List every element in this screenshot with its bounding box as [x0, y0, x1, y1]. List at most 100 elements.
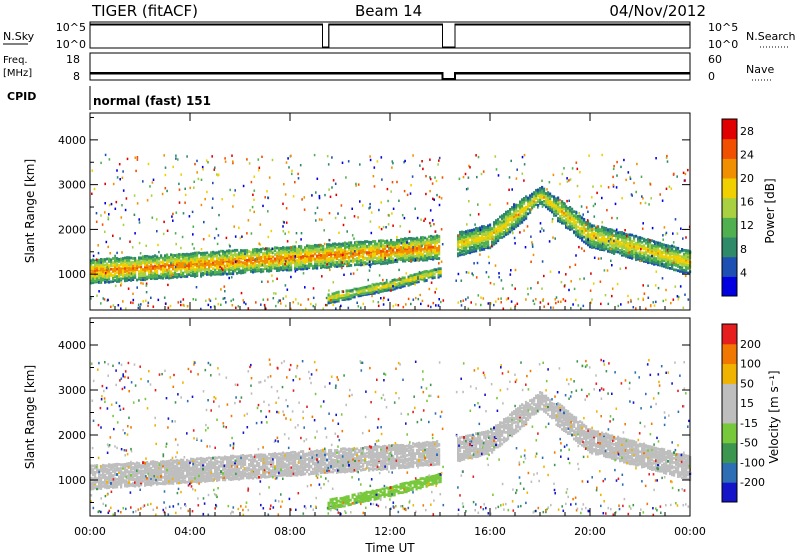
heatmap-cell: [148, 469, 151, 473]
heatmap-cell: [351, 207, 353, 210]
heatmap-cell: [156, 471, 159, 474]
heatmap-cell: [172, 470, 175, 473]
heatmap-cell: [344, 250, 347, 253]
heatmap-cell: [346, 242, 349, 246]
heatmap-cell: [213, 168, 216, 171]
heatmap-cell: [640, 175, 643, 178]
heatmap-cell: [316, 177, 319, 180]
heatmap-cell: [599, 240, 602, 244]
heatmap-cell: [258, 255, 261, 259]
heatmap-cell: [126, 470, 129, 474]
heatmap-cell: [96, 271, 99, 274]
heatmap-cell: [136, 264, 139, 268]
heatmap-cell: [481, 245, 484, 248]
heatmap-cell: [380, 262, 383, 266]
heatmap-cell: [176, 481, 179, 485]
heatmap-cell: [152, 471, 155, 474]
heatmap-cell: [568, 199, 570, 202]
heatmap-cell: [401, 214, 404, 217]
heatmap-cell: [415, 272, 418, 276]
heatmap-cell: [178, 263, 181, 266]
heatmap-cell: [136, 476, 139, 479]
heatmap-cell: [515, 206, 518, 210]
heatmap-cell: [555, 212, 558, 216]
heatmap-cell: [180, 255, 183, 259]
heatmap-cell: [330, 252, 333, 256]
heatmap-cell: [278, 251, 281, 254]
heatmap-cell: [144, 271, 147, 275]
heatmap-cell: [416, 252, 419, 256]
heatmap-cell: [119, 237, 121, 240]
heatmap-cell: [154, 470, 157, 474]
heatmap-cell: [290, 266, 293, 269]
heatmap-cell: [571, 222, 574, 226]
heatmap-cell: [383, 287, 386, 291]
heatmap-cell: [625, 178, 627, 182]
heatmap-cell: [304, 286, 306, 289]
heatmap-cell: [132, 270, 135, 274]
heatmap-cell: [386, 252, 389, 255]
heatmap-cell: [406, 252, 409, 255]
heatmap-cell: [507, 213, 510, 217]
heatmap-cell: [152, 305, 155, 308]
heatmap-cell: [304, 267, 307, 270]
heatmap-cell: [122, 463, 125, 466]
heatmap-cell: [513, 208, 516, 212]
heatmap-cell: [613, 234, 616, 237]
heatmap-cell: [250, 258, 253, 262]
heatmap-cell: [625, 233, 628, 236]
heatmap-cell: [382, 247, 385, 251]
heatmap-cell: [438, 246, 441, 250]
heatmap-cell: [335, 193, 338, 197]
nave-tick-bottom: 0: [708, 70, 715, 83]
heatmap-cell: [625, 234, 628, 238]
heatmap-cell: [665, 257, 668, 261]
heatmap-cell: [228, 243, 231, 247]
heatmap-cell: [316, 266, 319, 270]
heatmap-cell: [190, 459, 193, 463]
heatmap-cell: [178, 201, 181, 204]
heatmap-cell: [665, 253, 668, 257]
heatmap-cell: [515, 209, 518, 213]
heatmap-cell: [132, 482, 135, 485]
heatmap-cell: [393, 287, 396, 291]
heatmap-cell: [489, 231, 492, 235]
heatmap-cell: [377, 288, 380, 292]
heatmap-cell: [460, 300, 462, 303]
heatmap-cell: [637, 236, 640, 240]
heatmap-cell: [639, 252, 642, 255]
heatmap-cell: [98, 278, 101, 281]
heatmap-cell: [382, 243, 385, 247]
heatmap-cell: [304, 246, 307, 249]
heatmap-cell: [475, 228, 478, 232]
heatmap-cell: [535, 298, 537, 301]
heatmap-cell: [358, 243, 361, 246]
heatmap-cell: [116, 261, 119, 264]
heatmap-cell: [184, 193, 187, 197]
heatmap-cell: [630, 299, 632, 302]
heatmap-cell: [272, 265, 275, 269]
heatmap-cell: [554, 298, 557, 301]
heatmap-cell: [398, 282, 401, 285]
heatmap-cell: [567, 210, 570, 214]
heatmap-cell: [647, 258, 650, 262]
heatmap-cell: [491, 235, 494, 238]
heatmap-cell: [671, 267, 674, 270]
heatmap-cell: [668, 185, 671, 188]
heatmap-cell: [581, 226, 584, 230]
heatmap-cell: [673, 172, 675, 176]
heatmap-cell: [400, 250, 403, 254]
heatmap-cell: [236, 248, 239, 252]
heatmap-cell: [651, 249, 654, 253]
heatmap-cell: [331, 300, 334, 304]
heatmap-cell: [322, 247, 325, 251]
heatmap-cell: [312, 256, 315, 260]
heatmap-cell: [539, 194, 542, 198]
heatmap-cell: [204, 251, 207, 255]
heatmap-cell: [687, 263, 690, 267]
heatmap-cell: [138, 276, 141, 279]
heatmap-cell: [380, 257, 383, 261]
heatmap-cell: [613, 164, 615, 168]
heatmap-cell: [665, 263, 668, 267]
heatmap-cell: [499, 215, 502, 219]
